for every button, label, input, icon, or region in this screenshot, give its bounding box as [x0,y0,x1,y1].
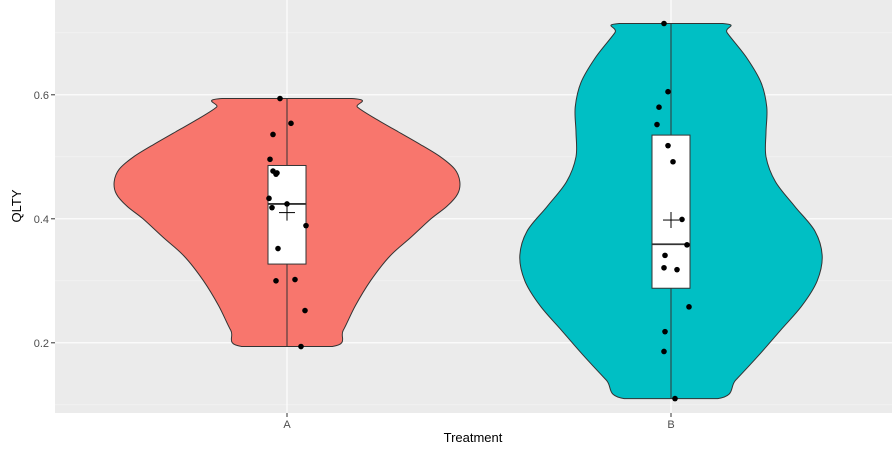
data-point-A [273,278,279,284]
x-tick-label: A [283,419,291,431]
data-point-B [661,20,667,27]
box-B [651,134,691,289]
data-point-B [661,264,667,271]
x-tick-label: B [667,419,674,431]
data-point-B [656,104,662,110]
data-point-A [288,120,294,127]
data-point-A [284,201,290,207]
data-point-B [662,328,668,335]
y-axis-title: QLTY [9,189,24,222]
data-point-B [662,252,668,259]
x-axis-title: Treatment [444,430,503,445]
data-point-A [277,95,283,102]
data-point-B [679,216,685,223]
data-point-B [654,121,660,128]
axes: 0.2 0.4 0.6 A B [34,90,675,431]
y-tick-label: 0.2 [34,338,49,350]
violin-layer [113,20,823,402]
data-point-B [665,142,671,149]
data-point-A [270,131,276,138]
data-point-B [686,304,692,310]
data-point-A [267,156,273,163]
data-point-B [672,395,678,402]
y-tick-label: 0.6 [34,90,49,102]
data-point-A [269,204,275,211]
data-point-B [661,348,667,355]
data-point-B [665,88,671,95]
data-point-A [298,343,304,350]
data-point-A [266,195,272,202]
y-tick-label: 0.4 [34,214,49,226]
data-point-A [273,171,279,177]
data-point-A [302,307,308,314]
data-point-B [674,266,680,273]
data-point-B [670,158,676,165]
data-point-A [303,222,309,229]
data-point-A [275,245,281,252]
data-point-B [684,242,690,248]
data-point-A [292,276,298,283]
